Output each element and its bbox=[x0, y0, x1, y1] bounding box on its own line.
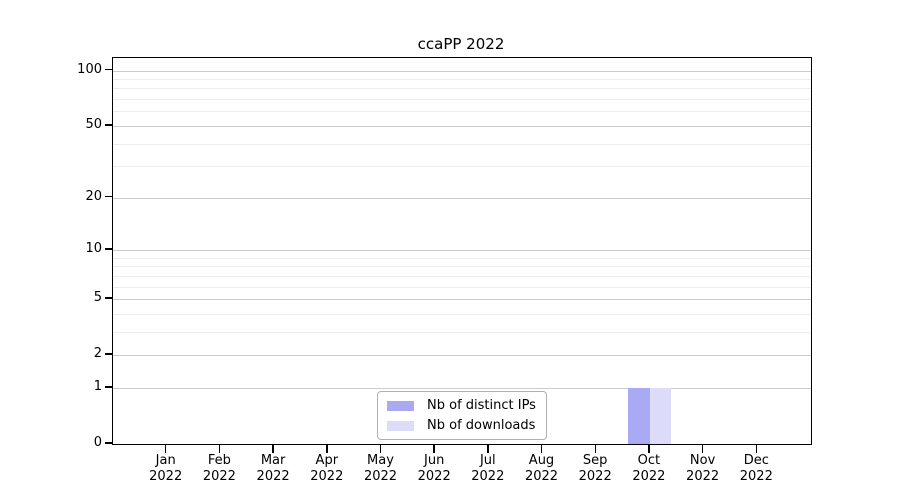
gridline-minor bbox=[113, 331, 811, 333]
gridline-minor bbox=[113, 79, 811, 80]
x-tick-year: 2022 bbox=[417, 469, 451, 484]
x-tick bbox=[433, 444, 435, 453]
legend-swatch-distinct-ips bbox=[387, 400, 414, 411]
gridline-major bbox=[113, 70, 811, 72]
y-tick bbox=[105, 386, 112, 388]
x-tick-year: 2022 bbox=[310, 469, 344, 484]
gridline-minor bbox=[113, 266, 811, 268]
plot-area bbox=[112, 57, 812, 445]
y-tick-label: 2 bbox=[93, 346, 102, 362]
x-tick-year: 2022 bbox=[739, 469, 773, 484]
y-tick bbox=[105, 297, 112, 299]
x-tick-label: Jun 2022 bbox=[394, 453, 474, 485]
gridline-minor bbox=[113, 257, 811, 259]
x-tick-label: Dec 2022 bbox=[716, 453, 796, 485]
x-tick-month: May bbox=[367, 453, 394, 468]
x-tick-month: Jun bbox=[424, 453, 445, 468]
y-tick-label: 50 bbox=[85, 116, 102, 132]
x-tick-year: 2022 bbox=[524, 469, 559, 484]
x-tick-month: Nov bbox=[689, 453, 716, 468]
y-tick bbox=[105, 124, 112, 126]
x-tick bbox=[594, 444, 596, 453]
legend-item-downloads: Nb of downloads bbox=[387, 418, 536, 433]
x-tick bbox=[755, 444, 758, 453]
x-tick-year: 2022 bbox=[686, 469, 720, 484]
y-tick-label: 100 bbox=[77, 61, 102, 77]
chart-title: ccaPP 2022 bbox=[417, 35, 505, 53]
y-tick-label: 5 bbox=[93, 290, 102, 305]
legend-item-distinct-ips: Nb of distinct IPs bbox=[387, 398, 536, 413]
bar-downloads bbox=[649, 387, 672, 444]
x-tick-label: Aug 2022 bbox=[502, 453, 582, 485]
x-tick bbox=[326, 444, 328, 453]
x-tick bbox=[218, 444, 221, 453]
x-tick bbox=[487, 444, 489, 453]
y-tick bbox=[105, 195, 112, 198]
x-tick bbox=[272, 444, 274, 453]
x-tick-label: Apr 2022 bbox=[287, 453, 367, 485]
gridline-minor bbox=[113, 286, 811, 288]
x-tick bbox=[379, 444, 382, 453]
gridline-minor bbox=[113, 275, 811, 277]
gridline-minor bbox=[113, 143, 811, 145]
legend-label-distinct-ips: Nb of distinct IPs bbox=[427, 398, 536, 413]
gridline-minor bbox=[113, 166, 811, 168]
y-tick-label: 0 bbox=[93, 435, 102, 450]
x-tick-year: 2022 bbox=[578, 469, 612, 484]
gridline-major bbox=[113, 197, 811, 199]
y-tick bbox=[105, 248, 112, 250]
x-tick-label: Jan 2022 bbox=[126, 453, 206, 485]
x-tick-month: Feb bbox=[207, 453, 231, 468]
legend-label-downloads: Nb of downloads bbox=[427, 418, 536, 433]
x-tick-year: 2022 bbox=[363, 469, 398, 484]
x-tick-month: Aug bbox=[528, 453, 555, 468]
x-tick-label: Mar 2022 bbox=[233, 453, 313, 485]
y-tick bbox=[105, 68, 112, 71]
gridline-minor bbox=[113, 99, 811, 101]
x-tick-label: Oct 2022 bbox=[609, 453, 689, 485]
gridline-major bbox=[113, 250, 811, 251]
x-tick bbox=[648, 444, 650, 453]
x-tick-year: 2022 bbox=[632, 469, 666, 484]
x-tick-year: 2022 bbox=[149, 469, 183, 484]
x-tick bbox=[540, 444, 543, 453]
gridline-minor bbox=[113, 313, 811, 315]
y-tick-label: 1 bbox=[93, 378, 102, 394]
gridline-major bbox=[113, 299, 811, 300]
gridline-minor bbox=[113, 88, 811, 90]
y-tick-label: 20 bbox=[85, 188, 102, 204]
y-tick bbox=[105, 353, 112, 355]
x-tick-label: Feb 2022 bbox=[179, 453, 259, 485]
x-tick bbox=[164, 444, 167, 453]
x-tick-month: Dec bbox=[743, 453, 769, 468]
x-tick-month: Jan bbox=[155, 453, 176, 468]
y-tick-label: 10 bbox=[85, 241, 102, 256]
x-tick-year: 2022 bbox=[471, 469, 505, 484]
x-tick-month: Apr bbox=[315, 453, 339, 468]
gridline-major bbox=[113, 355, 811, 357]
x-tick-month: Oct bbox=[637, 453, 661, 468]
gridline-minor bbox=[113, 111, 811, 113]
legend: Nb of distinct IPs Nb of downloads bbox=[377, 391, 547, 440]
x-tick-label: Jul 2022 bbox=[448, 453, 528, 485]
y-tick bbox=[105, 442, 112, 444]
x-tick-month: Sep bbox=[582, 453, 608, 468]
x-tick-year: 2022 bbox=[256, 469, 290, 484]
legend-swatch-downloads bbox=[387, 420, 414, 431]
x-tick-label: Nov 2022 bbox=[663, 453, 743, 485]
x-tick bbox=[701, 444, 704, 453]
x-tick-label: May 2022 bbox=[341, 453, 421, 485]
gridline-major bbox=[113, 387, 811, 389]
x-tick-month: Mar bbox=[260, 453, 286, 468]
bar-distinct-ips bbox=[628, 387, 650, 444]
x-tick-label: Sep 2022 bbox=[555, 453, 635, 485]
x-tick-month: Jul bbox=[479, 453, 496, 468]
x-tick-year: 2022 bbox=[202, 469, 236, 484]
gridline-major bbox=[113, 125, 811, 127]
